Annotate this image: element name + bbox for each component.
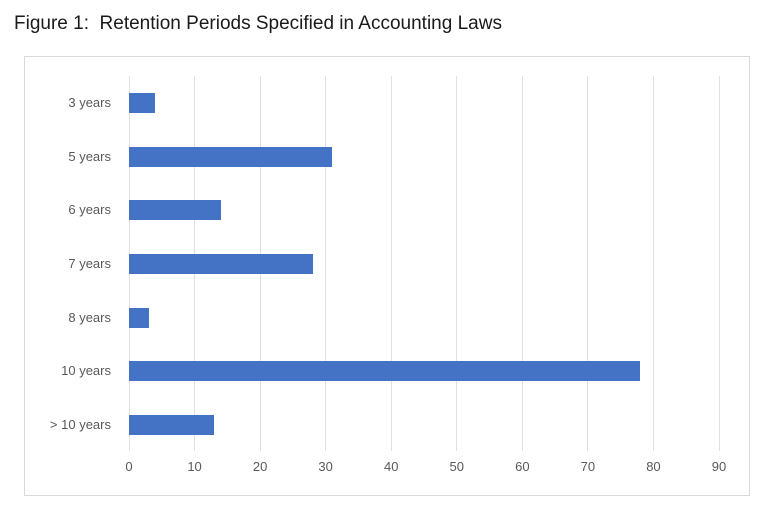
plot-area xyxy=(128,76,749,453)
bar xyxy=(129,146,333,167)
gridline xyxy=(587,76,589,451)
bar xyxy=(129,92,156,113)
gridline xyxy=(456,76,458,451)
tick-label: 60 xyxy=(515,459,530,474)
tick-label: 10 xyxy=(187,459,202,474)
category-label: 10 years xyxy=(61,363,111,379)
bar xyxy=(129,361,641,382)
bar-chart: 3 years 5 years 6 years 7 years 8 years 10 ye… xyxy=(24,56,750,496)
category-label: 5 years xyxy=(68,148,111,164)
gridline xyxy=(521,76,523,451)
category-label: 6 years xyxy=(68,202,111,218)
figure-title: Figure 1: Retention Periods Specified in… xyxy=(14,13,502,34)
gridline xyxy=(718,76,720,451)
category-label: 3 years xyxy=(68,94,111,110)
bar xyxy=(129,200,221,221)
gridline xyxy=(390,76,392,451)
bar xyxy=(129,254,313,274)
tick-label: 50 xyxy=(449,459,464,474)
bar xyxy=(129,307,149,328)
tick-label: 70 xyxy=(580,459,596,474)
tick-label: 90 xyxy=(711,459,727,474)
gridline xyxy=(325,76,327,451)
tick-label: 80 xyxy=(646,459,661,474)
tick-label: 0 xyxy=(125,459,133,474)
tick-label: 40 xyxy=(383,459,399,474)
bar xyxy=(129,415,215,436)
category-label: > 10 years xyxy=(49,417,111,433)
tick-label: 30 xyxy=(318,459,333,474)
tick-label: 20 xyxy=(252,459,268,474)
category-label: 8 years xyxy=(68,309,111,325)
gridline xyxy=(652,76,654,451)
category-label: 7 years xyxy=(68,256,111,271)
